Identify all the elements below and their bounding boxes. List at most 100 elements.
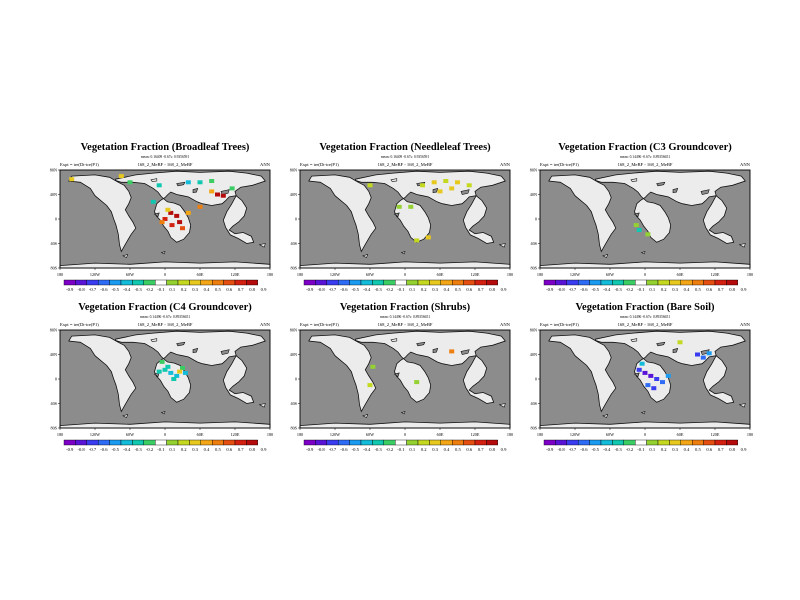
lat-label: 0 (535, 217, 537, 222)
colorbar-label: -0.9 (66, 287, 74, 292)
colorbar: -0.9 -0.8 -0.7 -0.6 -0.5 -0.4 -0.3 -0.2 -0.1 0.1 0… (303, 439, 507, 452)
island-1 (150, 178, 158, 182)
lon-label: 180 (747, 432, 753, 437)
colorbar-segment (635, 279, 647, 286)
panel-expt-label: Expt = tre(Dt-tre(P1) (540, 322, 579, 327)
island-3 (498, 243, 506, 248)
colorbar-label: 0.2 (181, 447, 187, 452)
colorbar-segment (143, 439, 156, 446)
colorbar: -0.9 -0.8 -0.7 -0.6 -0.5 -0.4 -0.3 -0.2 -0.1 0.1 0… (543, 279, 747, 292)
colorbar-label: 0.1 (169, 447, 175, 452)
data-cell (651, 386, 657, 391)
data-cell (159, 359, 165, 364)
lake-4 (153, 212, 160, 218)
island-4 (160, 411, 166, 415)
colorbar-segment (120, 279, 133, 286)
island-2 (122, 414, 129, 419)
colorbar-segment (338, 439, 350, 446)
island-4 (640, 251, 646, 255)
lake-2 (192, 347, 199, 354)
land-americas (68, 174, 137, 253)
colorbar-segment (429, 439, 441, 446)
colorbar-label: -0.6 (580, 287, 588, 292)
lat-label: 0 (295, 377, 297, 382)
panel-title: Vegetation Fraction (Shrubs) (340, 302, 471, 313)
colorbar: -0.9 -0.8 -0.7 -0.6 -0.5 -0.4 -0.3 -0.2 -0.1 0.1 0… (63, 439, 267, 452)
panel-expt-label: Expt = tre(Dt-tre(P1) (300, 162, 339, 167)
panel-season-label: ANN (740, 322, 751, 327)
lat-label: 80S (530, 266, 537, 271)
colorbar-segment (75, 279, 88, 286)
colorbar-segment (417, 279, 430, 286)
data-cell (700, 355, 706, 360)
lat-label: 40S (290, 401, 297, 406)
colorbar-label: 0.8 (249, 447, 255, 452)
colorbar-segment (657, 279, 670, 286)
colorbar-segment (97, 439, 110, 446)
colorbar-label: -0.9 (66, 447, 74, 452)
colorbar-segment (383, 279, 396, 286)
lon-label: 0 (404, 432, 406, 437)
data-cell (425, 235, 431, 240)
lat-label: 40N (290, 192, 297, 197)
colorbar-label: 0.7 (718, 447, 724, 452)
land-asia-pacific (222, 355, 255, 404)
data-cell (169, 223, 175, 228)
colorbar-label: -0.1 (637, 287, 645, 292)
lake-4 (633, 212, 640, 218)
lat-label: 40S (290, 241, 297, 246)
data-cell (654, 377, 660, 381)
panel-stats: mean: 0.14496 -0.67s: 0.89356651 (380, 315, 430, 319)
colorbar-label: -0.4 (363, 447, 371, 452)
data-cell (636, 228, 642, 232)
colorbar-segment (486, 439, 498, 446)
land-americas (308, 174, 377, 253)
colorbar-label: -0.4 (123, 287, 131, 292)
lon-label: 120W (330, 432, 340, 437)
colorbar-label: 0.6 (706, 287, 712, 292)
lat-label: 40N (530, 192, 537, 197)
data-cell (174, 213, 180, 218)
colorbar-label: 0.9 (741, 447, 747, 452)
colorbar-label: -0.3 (374, 287, 382, 292)
colorbar-label: 0.3 (672, 447, 678, 452)
lake-2 (432, 347, 439, 354)
colorbar-label: -0.5 (352, 287, 360, 292)
colorbar-label: -0.7 (89, 287, 97, 292)
lat-label: 40S (50, 241, 57, 246)
data-cell (677, 340, 683, 345)
data-cell (367, 183, 373, 188)
lon-label: 60E (677, 432, 684, 437)
land-asia-pacific (702, 355, 735, 404)
panel-stats: mean: 0.14496 -0.67s: 0.89356651 (620, 155, 670, 159)
colorbar-segment (486, 279, 498, 286)
colorbar-segment (452, 439, 464, 446)
data-cell (636, 367, 642, 372)
land-americas (68, 334, 137, 413)
island-2 (602, 414, 609, 419)
colorbar-segment (714, 439, 727, 446)
colorbar-segment (395, 279, 407, 286)
lake-4 (633, 372, 640, 378)
island-1 (630, 338, 638, 342)
colorbar-segment (623, 439, 636, 446)
panel-diff-label: 168_2_MeBF - 168_2_MeBF (618, 322, 673, 327)
colorbar-label: 0.3 (192, 287, 198, 292)
panel-season-label: ANN (260, 322, 271, 327)
colorbar-segment (211, 439, 224, 446)
island-4 (400, 411, 406, 415)
lat-label: 40S (50, 401, 57, 406)
colorbar-label: 0.4 (204, 447, 210, 452)
colorbar-label: -0.5 (352, 447, 360, 452)
colorbar-label: -0.4 (603, 287, 611, 292)
colorbar-segment (578, 279, 590, 286)
island-1 (630, 178, 638, 182)
colorbar-segment (97, 279, 110, 286)
colorbar-label: 0.9 (261, 287, 267, 292)
data-cell (408, 204, 414, 209)
lat-label: 80S (290, 426, 297, 431)
colorbar-segment (474, 439, 487, 446)
lat-label: 40N (50, 192, 57, 197)
colorbar-segment (120, 439, 133, 446)
colorbar-label: -0.1 (157, 287, 165, 292)
